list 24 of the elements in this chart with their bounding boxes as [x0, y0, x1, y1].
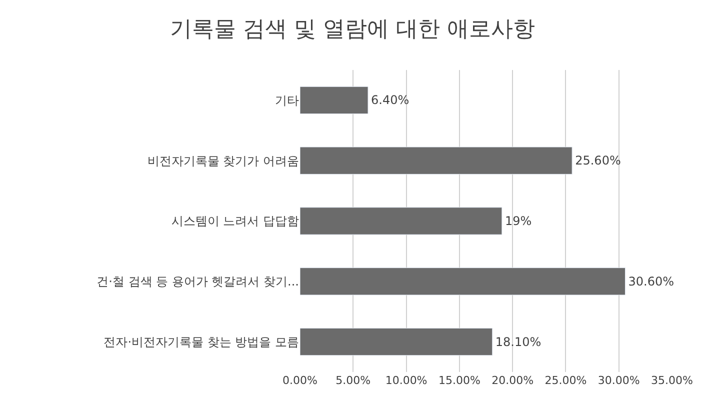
y-tick-label: 기타 [275, 93, 299, 108]
bar [300, 86, 368, 114]
bar [300, 328, 493, 356]
chart-title: 기록물 검색 및 열람에 대한 애로사항 [170, 17, 535, 42]
data-label: 30.60% [628, 274, 674, 288]
data-label: 19% [504, 214, 532, 228]
x-tick-label: 0.00% [282, 374, 318, 387]
x-tick-label: 20.00% [492, 374, 534, 387]
x-tick-label: 5.00% [336, 374, 371, 387]
x-tick-label: 25.00% [544, 374, 587, 387]
y-tick-label: 건·철 검색 등 용어가 헷갈려서 찾기... [96, 274, 299, 289]
x-tick-label: 15.00% [438, 374, 480, 387]
y-tick-label: 전자·비전자기록물 찾는 방법을 모름 [104, 335, 299, 349]
y-tick-label: 비전자기록물 찾기가 어려움 [147, 154, 299, 168]
data-label: 25.60% [575, 154, 621, 168]
bar [300, 146, 572, 174]
bar [300, 268, 626, 296]
x-tick-label: 10.00% [385, 374, 428, 387]
data-label: 6.40% [371, 93, 410, 108]
x-tick-label: 35.00% [651, 374, 693, 387]
bar [300, 207, 502, 235]
y-tick-label: 시스템이 느려서 답답함 [171, 214, 299, 228]
x-tick-label: 30.00% [598, 374, 640, 387]
data-label: 18.10% [495, 334, 542, 349]
